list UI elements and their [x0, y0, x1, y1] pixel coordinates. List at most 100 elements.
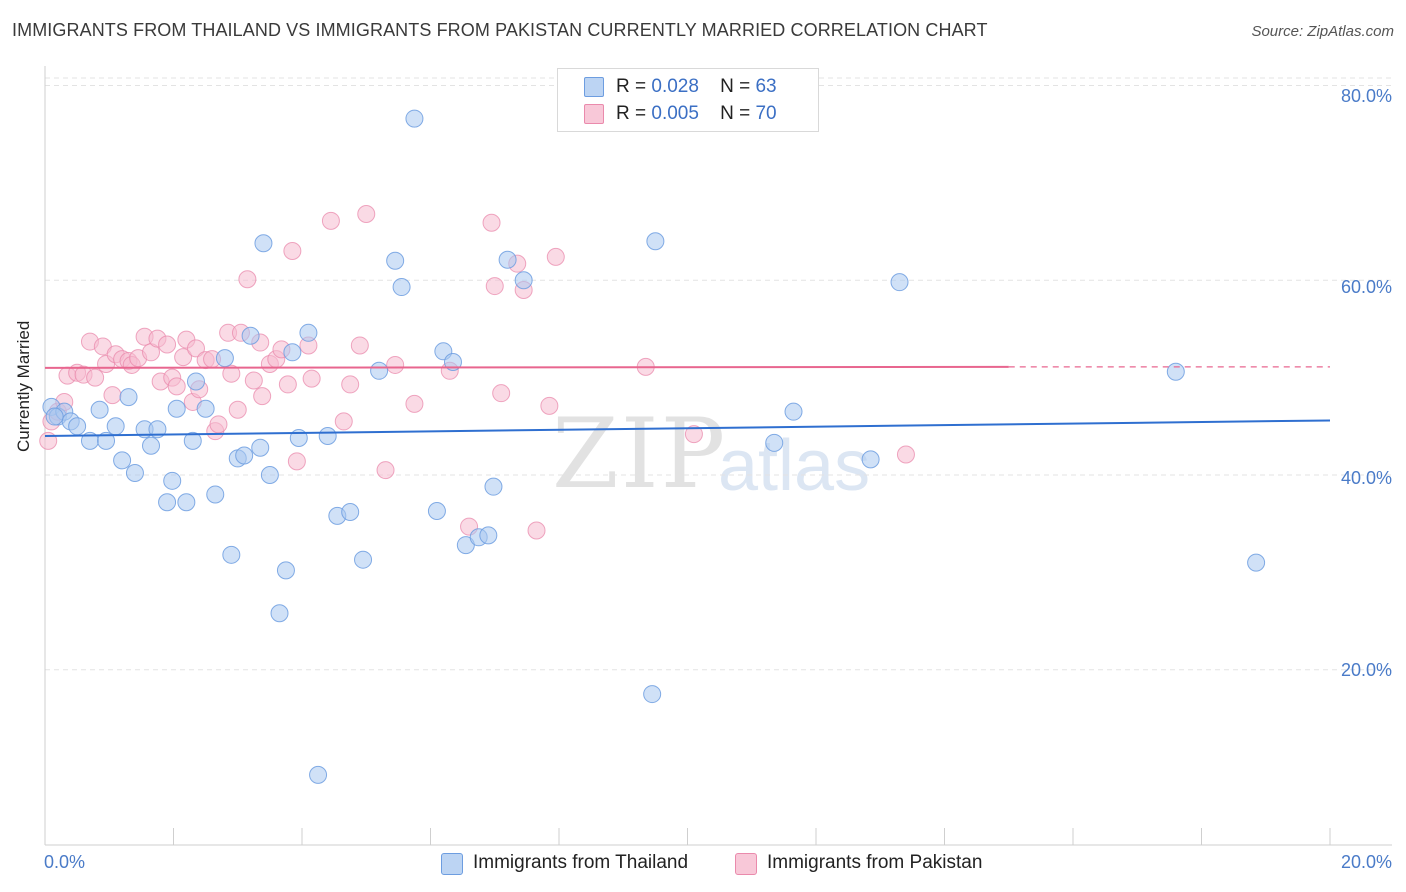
- thailand-point-19: [183, 431, 202, 450]
- x-tick-label-min: 0.0%: [44, 852, 86, 872]
- pakistan-point-45: [283, 242, 302, 261]
- thailand-point-13: [142, 436, 161, 455]
- thailand-point-40: [354, 550, 373, 569]
- grid-lines: [45, 77, 1392, 671]
- pakistan-point-48: [302, 369, 321, 388]
- thailand-point-20: [186, 372, 205, 391]
- thailand-n-value: 63: [755, 76, 777, 97]
- thailand-point-57: [784, 402, 803, 421]
- thailand-point-15: [158, 493, 177, 512]
- pakistan-point-64: [527, 521, 546, 540]
- y-tick-label-20: 20.0%: [1340, 660, 1392, 680]
- thailand-point-27: [241, 326, 260, 345]
- pakistan-legend-swatch: [735, 853, 757, 875]
- thailand-point-62: [45, 407, 64, 426]
- pakistan-point-65: [540, 396, 559, 415]
- pakistan-point-21: [158, 335, 177, 354]
- thailand-point-42: [386, 251, 405, 270]
- r-label: R =: [616, 76, 647, 97]
- pakistan-point-38: [244, 371, 263, 390]
- thailand-point-35: [299, 323, 318, 342]
- pakistan-point-8: [86, 368, 105, 387]
- thailand-point-36: [309, 765, 328, 784]
- thailand-point-37: [318, 427, 337, 446]
- chart-source: Source: ZipAtlas.com: [1251, 23, 1394, 40]
- regression-lines: [44, 365, 1331, 438]
- pakistan-point-55: [386, 355, 405, 374]
- thailand-point-32: [276, 561, 295, 580]
- axes: [44, 66, 1392, 846]
- thailand-point-44: [405, 109, 424, 128]
- thailand-point-17: [167, 399, 186, 418]
- pakistan-point-66: [546, 247, 565, 266]
- thailand-point-29: [254, 234, 273, 253]
- y-axis-label: Currently Married: [14, 320, 33, 452]
- watermark-zip: ZIP: [552, 398, 728, 510]
- thailand-point-53: [514, 271, 533, 290]
- thailand-point-47: [443, 353, 462, 372]
- thailand-point-16: [163, 471, 182, 490]
- pakistan-point-49: [321, 211, 340, 230]
- pakistan-point-52: [350, 336, 369, 355]
- pakistan-regression-line: [44, 365, 1009, 369]
- thailand-point-61: [1247, 553, 1266, 572]
- pakistan-point-35: [228, 400, 247, 419]
- thailand-point-21: [196, 399, 215, 418]
- thailand-legend-label: Immigrants from Thailand: [473, 852, 689, 873]
- thailand-point-41: [370, 361, 389, 380]
- pakistan-point-68: [684, 425, 703, 444]
- pakistan-swatch: [584, 104, 604, 124]
- y-tick-label-60: 60.0%: [1340, 277, 1392, 297]
- pakistan-point-54: [376, 461, 395, 480]
- thailand-point-14: [148, 420, 167, 439]
- pakistan-point-23: [167, 377, 186, 396]
- thailand-point-51: [484, 477, 503, 496]
- thailand-point-55: [646, 232, 665, 251]
- thailand-regression-line: [44, 419, 1331, 438]
- thailand-points: [42, 109, 1266, 784]
- thailand-point-6: [90, 400, 109, 419]
- thailand-point-8: [106, 417, 125, 436]
- thailand-swatch: [584, 77, 604, 97]
- pakistan-point-61: [492, 384, 511, 403]
- pakistan-point-53: [357, 205, 376, 224]
- n-label: N =: [720, 76, 751, 97]
- thailand-point-7: [97, 431, 116, 450]
- pakistan-n-value: 70: [755, 103, 777, 124]
- pakistan-points: [39, 205, 915, 540]
- pakistan-point-46: [287, 452, 306, 471]
- pakistan-point-11: [103, 386, 122, 405]
- thailand-point-18: [177, 493, 196, 512]
- thailand-point-11: [125, 464, 144, 483]
- pakistan-point-32: [209, 415, 228, 434]
- thailand-point-45: [427, 502, 446, 521]
- thailand-point-50: [479, 526, 498, 545]
- correlation-legend: R = 0.028 N = 63 R = 0.005 N = 70: [557, 68, 819, 132]
- thailand-point-60: [1166, 362, 1185, 381]
- pakistan-point-34: [222, 364, 241, 383]
- thailand-point-28: [251, 438, 270, 457]
- thailand-point-56: [765, 433, 784, 452]
- pakistan-legend-label: Immigrants from Pakistan: [767, 852, 983, 873]
- r-label: R =: [616, 103, 647, 124]
- thailand-point-26: [235, 446, 254, 465]
- y-tick-label-40: 40.0%: [1340, 468, 1392, 488]
- n-label: N =: [720, 103, 751, 124]
- thailand-point-39: [341, 502, 360, 521]
- pakistan-r-value: 0.005: [651, 103, 699, 124]
- thailand-r-value: 0.028: [651, 76, 699, 97]
- y-tick-label-80: 80.0%: [1340, 86, 1392, 106]
- pakistan-point-59: [482, 213, 501, 232]
- chart-title: IMMIGRANTS FROM THAILAND VS IMMIGRANTS F…: [12, 20, 988, 40]
- thailand-point-10: [119, 388, 138, 407]
- series-legend: Immigrants from Thailand Immigrants from…: [0, 852, 1406, 878]
- pakistan-point-50: [334, 412, 353, 431]
- thailand-point-58: [861, 450, 880, 469]
- pakistan-point-51: [341, 375, 360, 394]
- thailand-point-54: [643, 685, 662, 704]
- thailand-point-31: [270, 604, 289, 623]
- pakistan-point-24: [174, 348, 193, 367]
- pakistan-point-56: [405, 394, 424, 413]
- thailand-point-22: [206, 485, 225, 504]
